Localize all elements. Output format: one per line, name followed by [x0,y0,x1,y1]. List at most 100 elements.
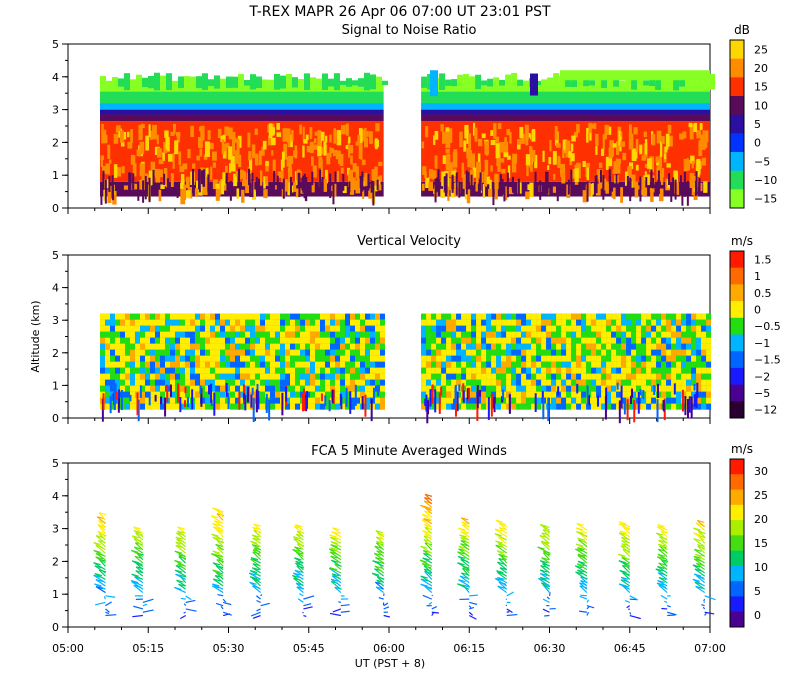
vv-cell [110,313,115,320]
vv-streak [690,396,693,419]
vv-streak [454,394,457,417]
snr-speckle [332,149,338,157]
snr-speckle [116,125,121,132]
vv-streak [324,395,327,406]
vv-cell [451,379,457,386]
snr-speckle [303,139,308,144]
wind-barb [215,565,224,574]
vv-cell [496,313,502,320]
vv-cell [130,325,135,332]
vv-cell [426,331,432,338]
vv-cell [486,391,492,398]
vv-cell [270,373,275,380]
wind-barb-flag [495,540,503,544]
vv-cell [456,349,462,356]
vv-streak [184,386,187,394]
vv-cell [676,319,682,326]
vv-cell [701,349,707,356]
snr-speckle [220,136,226,143]
vv-cell [200,379,205,386]
wind-barb [331,575,342,584]
snr-streak [303,181,306,199]
snr-speckle [222,151,226,159]
snr-top-edge [691,76,698,89]
snr-speckle [530,155,533,172]
vv-cell [696,355,702,362]
vv-cell [596,385,602,392]
vv-cell [611,319,617,326]
vv-cell [631,355,637,362]
vv-cell [255,343,260,350]
snr-speckle [130,154,135,160]
vv-cell [285,379,290,386]
wind-barb-flag [420,578,429,582]
vv-cell [200,367,205,374]
vv-cell [486,373,492,380]
vv-cell [145,361,150,368]
snr-speckle [376,184,382,191]
snr-speckle [194,188,198,197]
vv-cell [676,373,682,380]
vv-cell [150,403,155,410]
vv-cell [240,397,245,404]
vv-cell [275,319,280,326]
wind-barb-flag [330,547,338,551]
vv-cell [360,349,365,356]
vv-cell [481,319,487,326]
wind-barb [291,574,304,584]
vv-cell [476,361,482,368]
snr-speckle [497,158,501,172]
wind-barb [579,595,588,600]
vv-cell [350,403,355,410]
vv-cell [681,379,687,386]
snr-top-edge [322,73,328,90]
vv-cell [481,361,487,368]
vv-cell [375,313,380,320]
snr-speckle [490,165,493,172]
wind-barb [256,608,261,612]
vv-cell [441,349,447,356]
vv-cell [621,403,627,410]
vv-cell [140,379,145,386]
snr-speckle [348,136,351,144]
wind-barb [215,528,224,538]
vv-cell [591,403,597,410]
vv-cell [220,337,225,344]
vv-cell [125,373,130,380]
vv-cell [706,355,712,362]
wind-barb [303,595,315,600]
snr-speckle [152,124,157,140]
vv-cell [285,373,290,380]
vv-cell [531,331,537,338]
colorbar-swatch [730,596,744,613]
vv-streak [452,398,455,408]
vv-cell [521,361,527,368]
vv-cell [631,379,637,386]
wind-barb [297,598,304,603]
vv-cell [506,337,512,344]
wind-barb [468,611,474,616]
vv-cell [245,379,250,386]
vv-cell [320,403,325,410]
x-tick-label: 06:15 [453,642,485,655]
vv-cell [325,343,330,350]
snr-speckle [635,139,639,152]
wind-barb [542,563,550,571]
vv-cell [260,379,265,386]
vv-cell [521,325,527,332]
vv-cell [541,379,547,386]
vv-cell [486,331,492,338]
x-tick-label: 07:00 [694,642,726,655]
vv-cell [355,331,360,338]
vv-cell [426,373,432,380]
vv-cell [606,337,612,344]
wind-barb [586,605,595,609]
vv-cell [115,397,120,404]
vv-cell [220,397,225,404]
vv-cell [130,313,135,320]
vv-cell [225,403,230,410]
vv-cell [436,403,442,410]
vv-cell [110,331,115,338]
vv-streak [695,391,698,409]
vv-cell [601,397,607,404]
